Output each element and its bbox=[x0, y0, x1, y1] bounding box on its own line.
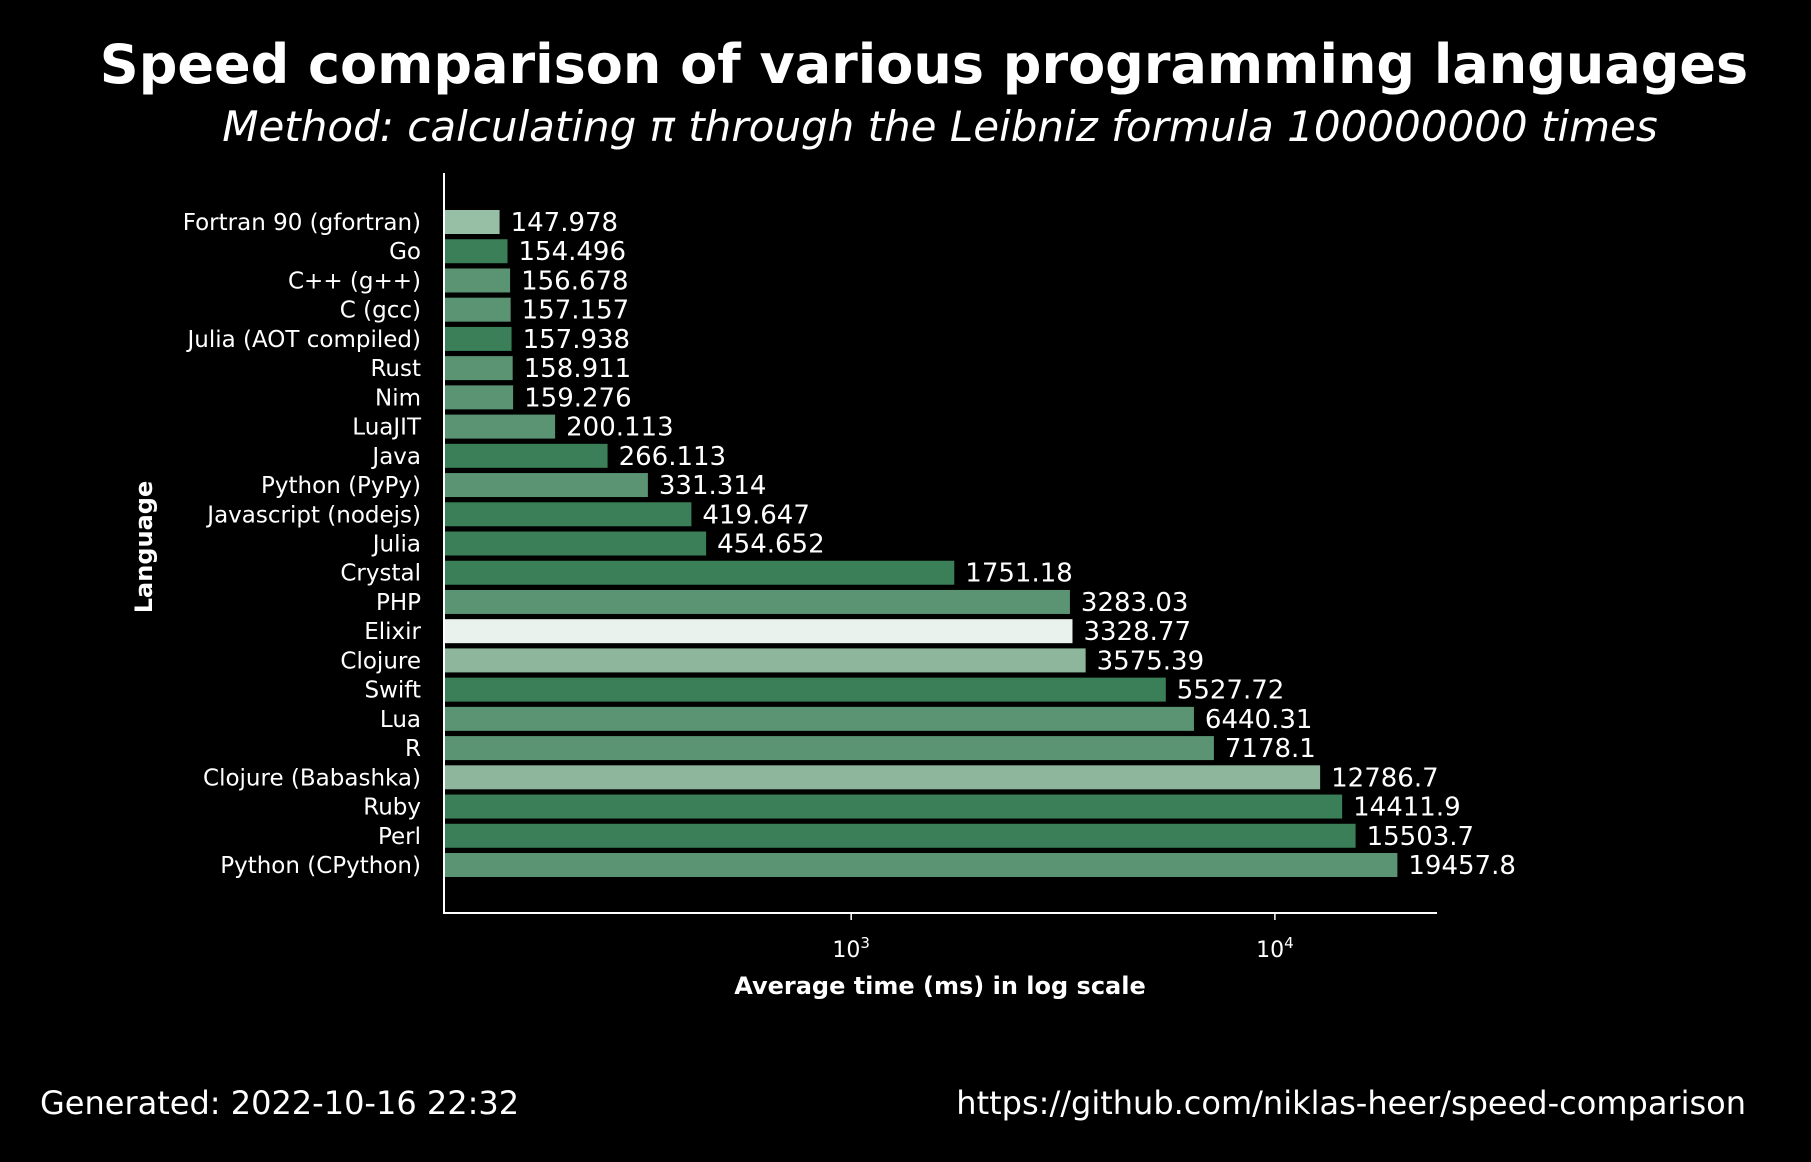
x-ticks-layer: 103 104 bbox=[832, 913, 1294, 963]
bar-value-label: 14411.9 bbox=[1353, 793, 1461, 823]
bar bbox=[445, 443, 608, 468]
bar bbox=[445, 823, 1356, 848]
bar bbox=[445, 794, 1343, 819]
category-label: C++ (g++) bbox=[288, 268, 421, 294]
bar bbox=[445, 531, 707, 556]
category-label: LuaJIT bbox=[352, 415, 422, 441]
y-axis-label: Language bbox=[130, 481, 158, 614]
bar bbox=[445, 385, 514, 410]
bar-value-label: 19457.8 bbox=[1408, 851, 1516, 881]
bars-layer bbox=[445, 210, 1398, 877]
x-tick-label: 104 bbox=[1256, 934, 1294, 963]
category-labels-layer: Fortran 90 (gfortran) Go C++ (g++) C (gcc) J… bbox=[183, 210, 422, 879]
category-label: Perl bbox=[378, 824, 421, 850]
bar bbox=[445, 239, 508, 264]
category-label: Crystal bbox=[340, 561, 421, 587]
bar bbox=[445, 414, 556, 439]
bar bbox=[445, 560, 955, 585]
category-label: Python (CPython) bbox=[220, 853, 421, 879]
bar-value-label: 154.496 bbox=[519, 237, 627, 267]
category-label: Python (PyPy) bbox=[261, 473, 421, 499]
bar-value-label: 3283.03 bbox=[1081, 588, 1189, 618]
bar bbox=[445, 356, 513, 381]
bar-value-label: 331.314 bbox=[659, 471, 767, 501]
bar-value-label: 147.978 bbox=[511, 208, 619, 238]
bar bbox=[445, 736, 1214, 761]
category-label: C (gcc) bbox=[340, 298, 421, 324]
x-tick-label: 103 bbox=[832, 934, 870, 963]
category-label: R bbox=[405, 736, 421, 762]
bar-value-label: 5527.72 bbox=[1177, 676, 1285, 706]
category-label: Rust bbox=[370, 356, 421, 382]
bar bbox=[445, 297, 511, 322]
source-url: https://github.com/niklas-heer/speed-com… bbox=[956, 1084, 1746, 1122]
bar-value-label: 6440.31 bbox=[1205, 705, 1313, 735]
bar bbox=[445, 853, 1398, 877]
category-label: Fortran 90 (gfortran) bbox=[183, 210, 421, 236]
category-label: Elixir bbox=[364, 619, 421, 645]
bar bbox=[445, 502, 692, 527]
bar-value-label: 419.647 bbox=[702, 500, 810, 530]
category-label: Javascript (nodejs) bbox=[205, 502, 421, 528]
x-axis-label: Average time (ms) in log scale bbox=[734, 972, 1146, 1000]
category-label: Clojure (Babashka) bbox=[203, 765, 421, 791]
bar bbox=[445, 619, 1073, 644]
bar-value-label: 1751.18 bbox=[965, 559, 1073, 589]
category-label: Clojure bbox=[340, 648, 421, 674]
category-label: Julia bbox=[371, 532, 421, 558]
bar bbox=[445, 326, 512, 351]
category-label: PHP bbox=[376, 590, 421, 616]
bar bbox=[445, 648, 1086, 673]
bar-value-label: 15503.7 bbox=[1367, 822, 1475, 852]
value-labels-layer: 147.978154.496156.678157.157157.938158.9… bbox=[511, 208, 1516, 881]
category-label: Go bbox=[389, 239, 421, 265]
bar-value-label: 159.276 bbox=[524, 383, 632, 413]
bar-value-label: 7178.1 bbox=[1225, 734, 1316, 764]
bar bbox=[445, 677, 1166, 702]
bar-value-label: 12786.7 bbox=[1331, 763, 1439, 793]
bar-value-label: 157.938 bbox=[523, 325, 631, 355]
generated-timestamp: Generated: 2022-10-16 22:32 bbox=[40, 1084, 519, 1122]
category-label: Ruby bbox=[363, 795, 421, 821]
bar bbox=[445, 706, 1194, 731]
bar-value-label: 3328.77 bbox=[1083, 617, 1191, 647]
category-label: Java bbox=[370, 444, 421, 470]
bar-value-label: 157.157 bbox=[522, 296, 630, 326]
bar bbox=[445, 589, 1070, 614]
bar bbox=[445, 268, 511, 293]
bar-value-label: 266.113 bbox=[619, 442, 727, 472]
category-label: Nim bbox=[375, 385, 421, 411]
bar-value-label: 3575.39 bbox=[1097, 646, 1205, 676]
category-label: Swift bbox=[364, 678, 421, 704]
bar bbox=[445, 210, 500, 234]
category-label: Julia (AOT compiled) bbox=[185, 327, 421, 353]
bar-value-label: 200.113 bbox=[566, 413, 674, 443]
bar-value-label: 158.911 bbox=[524, 354, 632, 384]
category-label: Lua bbox=[380, 707, 421, 733]
chart-title: Speed comparison of various programming … bbox=[100, 33, 1748, 96]
bar bbox=[445, 765, 1321, 790]
bar bbox=[445, 473, 648, 498]
bar-value-label: 454.652 bbox=[717, 530, 825, 560]
chart-subtitle: Method: calculating π through the Leibni… bbox=[222, 102, 1658, 151]
bar-value-label: 156.678 bbox=[521, 266, 629, 296]
